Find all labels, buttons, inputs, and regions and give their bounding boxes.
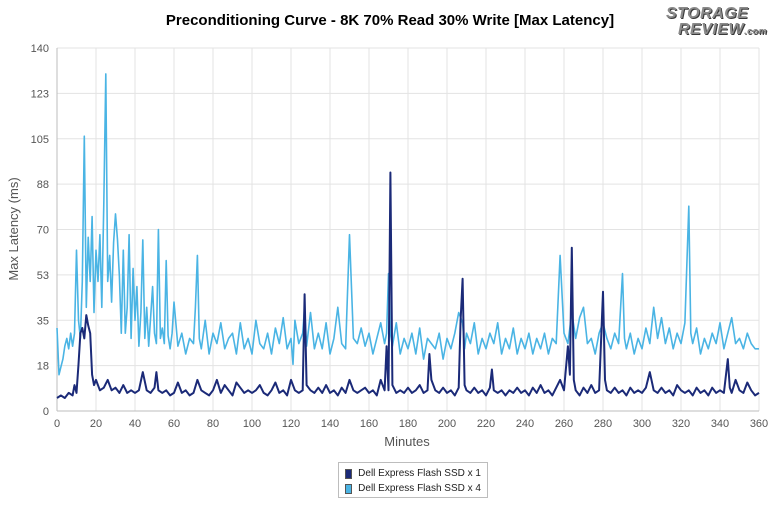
x-tick-label: 240 bbox=[516, 418, 534, 430]
x-tick-label: 300 bbox=[633, 418, 651, 430]
series-line-2 bbox=[56, 73, 759, 376]
series-layer bbox=[56, 73, 760, 399]
logo-suffix: .com bbox=[744, 26, 768, 36]
x-tick-label: 80 bbox=[207, 418, 219, 430]
legend: Dell Express Flash SSD x 1 Dell Express … bbox=[338, 462, 488, 498]
logo-line-1: STORAGE bbox=[666, 5, 749, 22]
y-tick-label: 18 bbox=[37, 361, 49, 373]
y-tick-label: 53 bbox=[37, 270, 49, 282]
x-tick-label: 200 bbox=[438, 418, 456, 430]
x-tick-label: 40 bbox=[129, 418, 141, 430]
y-tick-label: 140 bbox=[31, 43, 49, 55]
y-tick-label: 70 bbox=[37, 225, 49, 237]
logo-line-2: REVIEW.com bbox=[666, 21, 768, 39]
logo-line-2-text: REVIEW bbox=[678, 21, 745, 38]
x-tick-label: 320 bbox=[672, 418, 690, 430]
y-tick-label: 35 bbox=[37, 315, 49, 327]
legend-item-series-2: Dell Express Flash SSD x 4 bbox=[345, 482, 481, 495]
series-line-1 bbox=[56, 171, 760, 399]
x-tick-label: 280 bbox=[594, 418, 612, 430]
x-tick-label: 180 bbox=[399, 418, 417, 430]
x-tick-labels: 0 20 40 60 80 100 120 140 160 180 200 220 240 260 280 3… bbox=[54, 418, 768, 430]
x-tick-label: 20 bbox=[90, 418, 102, 430]
x-tick-label: 140 bbox=[321, 418, 339, 430]
y-tick-label: 88 bbox=[37, 179, 49, 191]
x-tick-label: 100 bbox=[243, 418, 261, 430]
x-axis-label: Minutes bbox=[384, 434, 430, 449]
storagereview-logo: STORAGE REVIEW.com bbox=[666, 5, 768, 40]
x-tick-label: 360 bbox=[750, 418, 768, 430]
chart-title: Preconditioning Curve - 8K 70% Read 30% … bbox=[165, 12, 615, 29]
legend-item-series-1: Dell Express Flash SSD x 1 bbox=[345, 467, 481, 480]
legend-label-series-2: Dell Express Flash SSD x 4 bbox=[358, 483, 481, 494]
grid bbox=[56, 47, 760, 412]
y-axis-label: Max Latency (ms) bbox=[6, 177, 21, 280]
y-tick-label: 105 bbox=[31, 134, 49, 146]
y-tick-label: 123 bbox=[31, 88, 49, 100]
x-tick-label: 0 bbox=[54, 418, 60, 430]
y-tick-labels: 0 18 35 53 70 88 105 123 140 bbox=[31, 43, 49, 418]
x-tick-label: 340 bbox=[711, 418, 729, 430]
legend-swatch-series-2 bbox=[345, 483, 353, 494]
x-tick-label: 60 bbox=[168, 418, 180, 430]
x-tick-label: 120 bbox=[282, 418, 300, 430]
x-tick-label: 220 bbox=[477, 418, 495, 430]
x-tick-label: 160 bbox=[360, 418, 378, 430]
y-tick-label: 0 bbox=[43, 406, 49, 418]
legend-swatch-series-1 bbox=[345, 468, 353, 479]
legend-label-series-1: Dell Express Flash SSD x 1 bbox=[358, 468, 481, 479]
x-tick-label: 260 bbox=[555, 418, 573, 430]
